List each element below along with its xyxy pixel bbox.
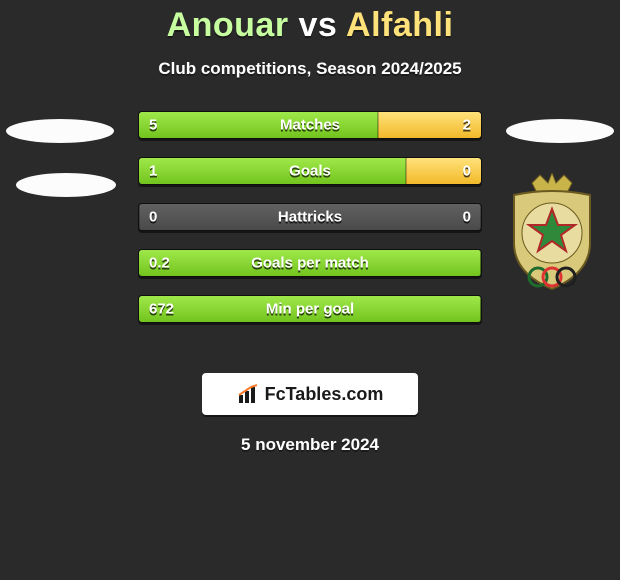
stat-value-left: 5 — [149, 117, 157, 134]
player2-name: Alfahli — [346, 6, 453, 44]
stat-row: 0.2 Goals per match — [138, 249, 482, 277]
stat-row: 5 2 Matches — [138, 111, 482, 139]
stat-row: 672 Min per goal — [138, 295, 482, 323]
stats-arena: 5 2 Matches 1 0 Goals 0 0 Hattricks 0.2 Goals per … — [0, 119, 620, 349]
bar-fill-right — [480, 204, 481, 230]
player1-club-placeholder — [16, 173, 116, 197]
stat-value-right: 2 — [463, 117, 471, 134]
stat-label: Goals per match — [251, 255, 369, 272]
bar-fill-right — [480, 250, 481, 276]
player2-avatar-placeholder — [506, 119, 614, 143]
bar-fill-left — [139, 112, 378, 138]
brand-icon — [237, 383, 259, 405]
stat-row: 0 0 Hattricks — [138, 203, 482, 231]
comparison-title: Anouar vs Alfahli — [0, 0, 620, 45]
snapshot-date: 5 november 2024 — [0, 435, 620, 455]
stat-value-left: 0 — [149, 209, 157, 226]
player1-avatar-placeholder — [6, 119, 114, 143]
stat-label: Hattricks — [278, 209, 342, 226]
bar-fill-left — [139, 158, 406, 184]
bar-fill-right — [480, 296, 481, 322]
stat-value-right: 0 — [463, 209, 471, 226]
stat-value-left: 0.2 — [149, 255, 170, 272]
brand-badge: FcTables.com — [202, 373, 418, 415]
subtitle: Club competitions, Season 2024/2025 — [0, 59, 620, 79]
brand-text: FcTables.com — [265, 384, 384, 405]
bar-fill-left — [139, 204, 140, 230]
stat-value-left: 1 — [149, 163, 157, 180]
vs-separator: vs — [299, 6, 338, 44]
player2-club-crest — [502, 173, 602, 301]
stat-bars: 5 2 Matches 1 0 Goals 0 0 Hattricks 0.2 Goals per … — [138, 111, 482, 341]
stat-value-right: 0 — [463, 163, 471, 180]
stat-value-left: 672 — [149, 301, 174, 318]
player1-name: Anouar — [167, 6, 289, 44]
stat-label: Matches — [280, 117, 340, 134]
stat-label: Goals — [289, 163, 331, 180]
stat-label: Min per goal — [266, 301, 354, 318]
stat-row: 1 0 Goals — [138, 157, 482, 185]
